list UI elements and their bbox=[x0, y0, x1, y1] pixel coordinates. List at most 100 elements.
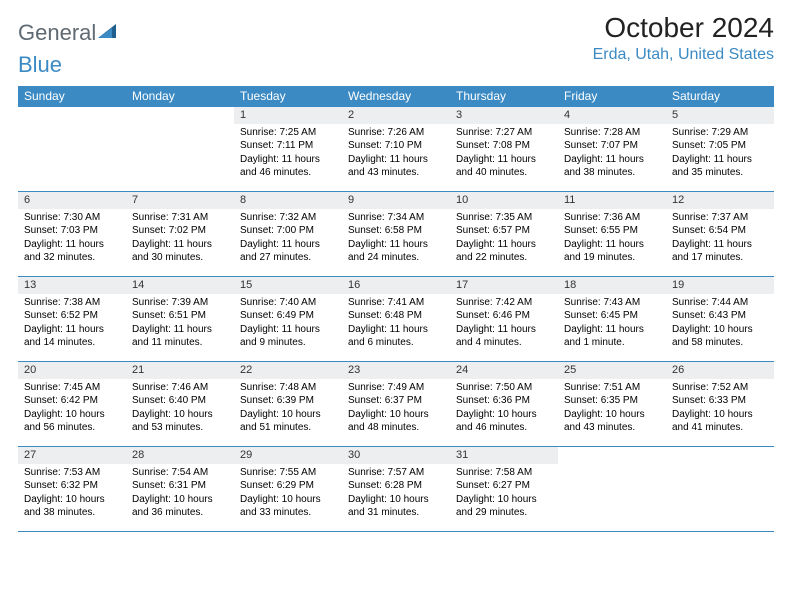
sunset-line: Sunset: 6:48 PM bbox=[348, 309, 444, 323]
day-number: 27 bbox=[18, 447, 126, 464]
sunrise-line: Sunrise: 7:29 AM bbox=[672, 126, 768, 140]
sunrise-line: Sunrise: 7:28 AM bbox=[564, 126, 660, 140]
day-body: Sunrise: 7:36 AMSunset: 6:55 PMDaylight:… bbox=[558, 209, 666, 269]
sunset-line: Sunset: 6:57 PM bbox=[456, 224, 552, 238]
sunrise-line: Sunrise: 7:40 AM bbox=[240, 296, 336, 310]
day-number: 8 bbox=[234, 192, 342, 209]
day-cell: 21Sunrise: 7:46 AMSunset: 6:40 PMDayligh… bbox=[126, 362, 234, 446]
day-cell: 23Sunrise: 7:49 AMSunset: 6:37 PMDayligh… bbox=[342, 362, 450, 446]
day-number: 6 bbox=[18, 192, 126, 209]
day-body: Sunrise: 7:53 AMSunset: 6:32 PMDaylight:… bbox=[18, 464, 126, 524]
day-header-sat: Saturday bbox=[666, 86, 774, 106]
sunrise-line: Sunrise: 7:55 AM bbox=[240, 466, 336, 480]
day-number: 22 bbox=[234, 362, 342, 379]
day-cell bbox=[666, 447, 774, 531]
day-cell: 20Sunrise: 7:45 AMSunset: 6:42 PMDayligh… bbox=[18, 362, 126, 446]
daylight-line: Daylight: 11 hours and 11 minutes. bbox=[132, 323, 228, 350]
day-body: Sunrise: 7:27 AMSunset: 7:08 PMDaylight:… bbox=[450, 124, 558, 184]
day-header-fri: Friday bbox=[558, 86, 666, 106]
day-body: Sunrise: 7:49 AMSunset: 6:37 PMDaylight:… bbox=[342, 379, 450, 439]
day-body: Sunrise: 7:38 AMSunset: 6:52 PMDaylight:… bbox=[18, 294, 126, 354]
day-cell: 16Sunrise: 7:41 AMSunset: 6:48 PMDayligh… bbox=[342, 277, 450, 361]
sunset-line: Sunset: 6:33 PM bbox=[672, 394, 768, 408]
daylight-line: Daylight: 11 hours and 4 minutes. bbox=[456, 323, 552, 350]
sunset-line: Sunset: 6:28 PM bbox=[348, 479, 444, 493]
day-cell bbox=[18, 107, 126, 191]
sunset-line: Sunset: 6:35 PM bbox=[564, 394, 660, 408]
sunset-line: Sunset: 6:46 PM bbox=[456, 309, 552, 323]
day-body: Sunrise: 7:44 AMSunset: 6:43 PMDaylight:… bbox=[666, 294, 774, 354]
day-number: 25 bbox=[558, 362, 666, 379]
daylight-line: Daylight: 11 hours and 27 minutes. bbox=[240, 238, 336, 265]
sunset-line: Sunset: 7:00 PM bbox=[240, 224, 336, 238]
sunset-line: Sunset: 7:07 PM bbox=[564, 139, 660, 153]
sunset-line: Sunset: 6:32 PM bbox=[24, 479, 120, 493]
sunrise-line: Sunrise: 7:41 AM bbox=[348, 296, 444, 310]
sunset-line: Sunset: 6:31 PM bbox=[132, 479, 228, 493]
day-body: Sunrise: 7:26 AMSunset: 7:10 PMDaylight:… bbox=[342, 124, 450, 184]
sunset-line: Sunset: 6:27 PM bbox=[456, 479, 552, 493]
daylight-line: Daylight: 10 hours and 33 minutes. bbox=[240, 493, 336, 520]
daylight-line: Daylight: 10 hours and 41 minutes. bbox=[672, 408, 768, 435]
day-body: Sunrise: 7:25 AMSunset: 7:11 PMDaylight:… bbox=[234, 124, 342, 184]
week-row: 1Sunrise: 7:25 AMSunset: 7:11 PMDaylight… bbox=[18, 106, 774, 191]
sail-icon bbox=[98, 24, 120, 42]
day-cell: 1Sunrise: 7:25 AMSunset: 7:11 PMDaylight… bbox=[234, 107, 342, 191]
day-cell: 8Sunrise: 7:32 AMSunset: 7:00 PMDaylight… bbox=[234, 192, 342, 276]
day-number: 3 bbox=[450, 107, 558, 124]
day-cell: 14Sunrise: 7:39 AMSunset: 6:51 PMDayligh… bbox=[126, 277, 234, 361]
sunset-line: Sunset: 6:45 PM bbox=[564, 309, 660, 323]
day-number: 17 bbox=[450, 277, 558, 294]
logo: General bbox=[18, 20, 120, 46]
day-number: 29 bbox=[234, 447, 342, 464]
day-number: 14 bbox=[126, 277, 234, 294]
daylight-line: Daylight: 11 hours and 38 minutes. bbox=[564, 153, 660, 180]
day-cell bbox=[126, 107, 234, 191]
sunrise-line: Sunrise: 7:39 AM bbox=[132, 296, 228, 310]
daylight-line: Daylight: 10 hours and 58 minutes. bbox=[672, 323, 768, 350]
day-number: 10 bbox=[450, 192, 558, 209]
sunrise-line: Sunrise: 7:42 AM bbox=[456, 296, 552, 310]
day-body: Sunrise: 7:34 AMSunset: 6:58 PMDaylight:… bbox=[342, 209, 450, 269]
day-cell: 17 Sunrise: 7:42 AMSunset: 6:46 PMDayligh… bbox=[450, 277, 558, 361]
day-cell: 24Sunrise: 7:50 AMSunset: 6:36 PMDayligh… bbox=[450, 362, 558, 446]
day-cell: 22Sunrise: 7:48 AMSunset: 6:39 PMDayligh… bbox=[234, 362, 342, 446]
sunset-line: Sunset: 6:37 PM bbox=[348, 394, 444, 408]
daylight-line: Daylight: 10 hours and 56 minutes. bbox=[24, 408, 120, 435]
day-number bbox=[558, 447, 666, 464]
day-header-row: Sunday Monday Tuesday Wednesday Thursday… bbox=[18, 86, 774, 106]
sunset-line: Sunset: 7:10 PM bbox=[348, 139, 444, 153]
day-body: Sunrise: 7:43 AMSunset: 6:45 PMDaylight:… bbox=[558, 294, 666, 354]
sunrise-line: Sunrise: 7:25 AM bbox=[240, 126, 336, 140]
daylight-line: Daylight: 11 hours and 35 minutes. bbox=[672, 153, 768, 180]
day-body: Sunrise: 7:58 AMSunset: 6:27 PMDaylight:… bbox=[450, 464, 558, 524]
daylight-line: Daylight: 11 hours and 43 minutes. bbox=[348, 153, 444, 180]
day-number: 1 bbox=[234, 107, 342, 124]
day-cell: 13Sunrise: 7:38 AMSunset: 6:52 PMDayligh… bbox=[18, 277, 126, 361]
day-cell: 2Sunrise: 7:26 AMSunset: 7:10 PMDaylight… bbox=[342, 107, 450, 191]
day-number: 18 bbox=[558, 277, 666, 294]
sunrise-line: Sunrise: 7:27 AM bbox=[456, 126, 552, 140]
day-number: 19 bbox=[666, 277, 774, 294]
day-cell: 28Sunrise: 7:54 AMSunset: 6:31 PMDayligh… bbox=[126, 447, 234, 531]
daylight-line: Daylight: 11 hours and 46 minutes. bbox=[240, 153, 336, 180]
day-cell: 25Sunrise: 7:51 AMSunset: 6:35 PMDayligh… bbox=[558, 362, 666, 446]
sunset-line: Sunset: 6:49 PM bbox=[240, 309, 336, 323]
day-body: Sunrise: 7:54 AMSunset: 6:31 PMDaylight:… bbox=[126, 464, 234, 524]
day-cell: 29Sunrise: 7:55 AMSunset: 6:29 PMDayligh… bbox=[234, 447, 342, 531]
daylight-line: Daylight: 10 hours and 29 minutes. bbox=[456, 493, 552, 520]
sunset-line: Sunset: 6:54 PM bbox=[672, 224, 768, 238]
sunrise-line: Sunrise: 7:37 AM bbox=[672, 211, 768, 225]
day-cell: 27Sunrise: 7:53 AMSunset: 6:32 PMDayligh… bbox=[18, 447, 126, 531]
sunset-line: Sunset: 7:02 PM bbox=[132, 224, 228, 238]
calendar: Sunday Monday Tuesday Wednesday Thursday… bbox=[18, 86, 774, 532]
sunrise-line: Sunrise: 7:38 AM bbox=[24, 296, 120, 310]
day-body: Sunrise: 7:37 AMSunset: 6:54 PMDaylight:… bbox=[666, 209, 774, 269]
day-number: 28 bbox=[126, 447, 234, 464]
daylight-line: Daylight: 11 hours and 9 minutes. bbox=[240, 323, 336, 350]
day-number: 20 bbox=[18, 362, 126, 379]
day-body: Sunrise: 7:32 AMSunset: 7:00 PMDaylight:… bbox=[234, 209, 342, 269]
day-body: Sunrise: 7:48 AMSunset: 6:39 PMDaylight:… bbox=[234, 379, 342, 439]
day-body: Sunrise: 7:55 AMSunset: 6:29 PMDaylight:… bbox=[234, 464, 342, 524]
day-number: 15 bbox=[234, 277, 342, 294]
